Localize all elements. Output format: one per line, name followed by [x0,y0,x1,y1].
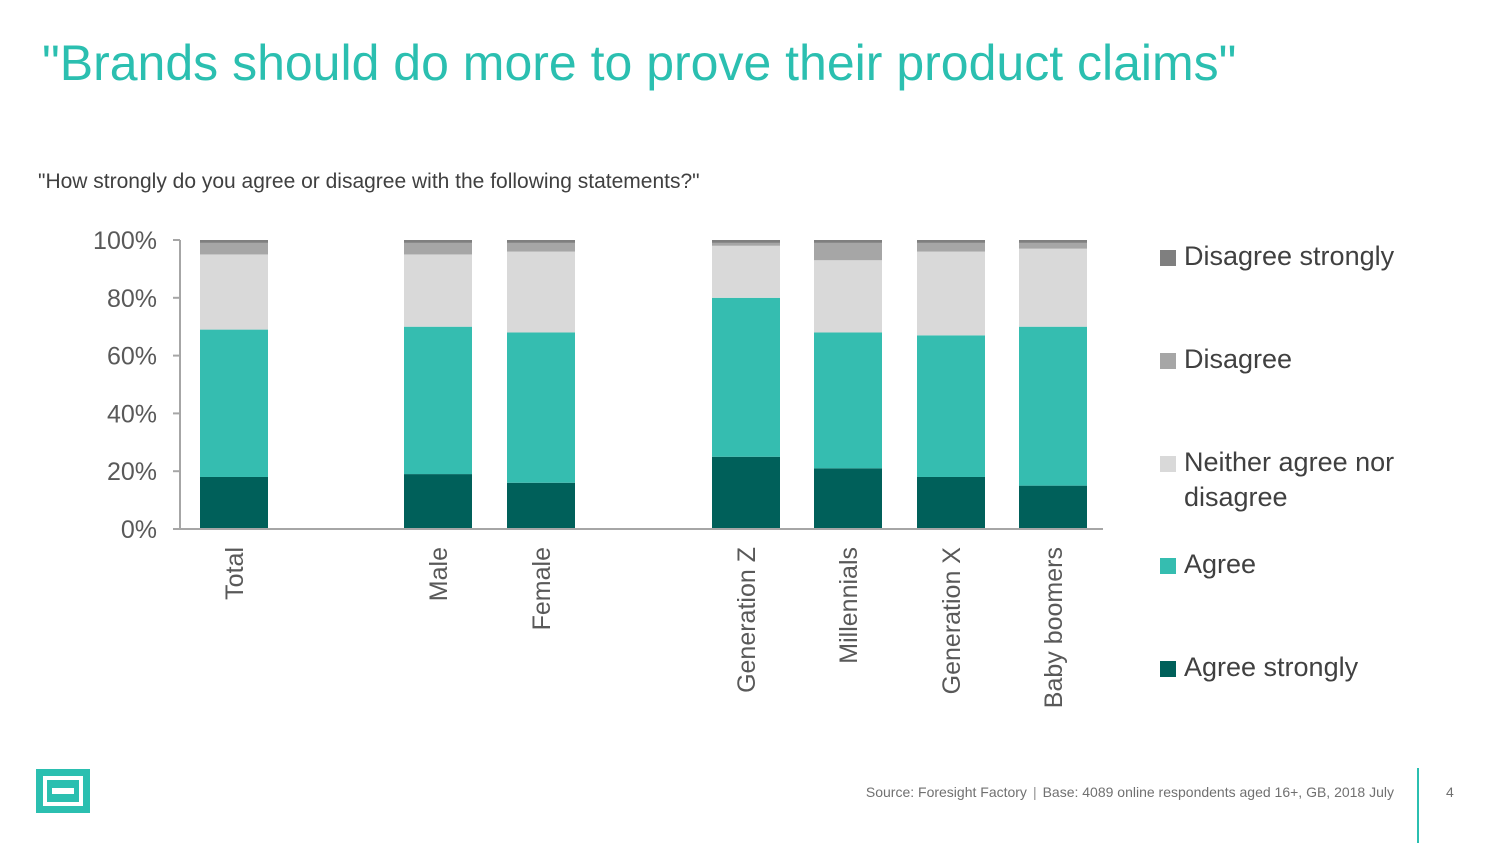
bar-segment [814,242,882,261]
bar-segment [200,254,268,330]
legend-swatch [1160,661,1176,677]
y-tick-label: 60% [107,343,157,371]
legend-swatch [1160,456,1176,472]
x-category-label: Generation X [938,547,966,695]
legend-swatch [1160,353,1176,369]
footer-source: Source: Foresight Factory [865,784,1027,800]
bar-segment [917,240,985,243]
legend-swatch [1160,558,1176,574]
x-category-label: Baby boomers [1040,547,1068,708]
bar-segment [404,326,472,475]
legend-swatch [1160,250,1176,266]
legend-label: Agree [1184,549,1257,579]
footer-base: Base: 4089 online respondents aged 16+, … [1042,784,1394,800]
slide-subtitle: "How strongly do you agree or disagree w… [38,170,700,193]
bar-segment [200,242,268,255]
bar-segment [917,242,985,252]
bar-segment [712,242,780,246]
y-tick-label: 20% [107,458,157,486]
x-category-label: Male [425,547,453,601]
bar-segment [404,254,472,327]
bar-segment [712,240,780,243]
x-category-label: Generation Z [733,547,761,693]
bar-segment [814,260,882,333]
y-tick-label: 40% [107,400,157,428]
y-tick-label: 0% [121,516,157,544]
bar-segment [404,240,472,243]
slide-title: "Brands should do more to prove their pr… [42,35,1237,91]
legend-label: Neither agree nor disagree [1184,447,1395,512]
x-category-label: Total [221,547,249,600]
bar-segment [507,242,575,252]
footer-source-note: Source: Foresight Factory | Base: 4089 onl… [866,784,1394,800]
bar-segment [404,474,472,529]
bar-segment [814,332,882,469]
footer-separator: | [1032,784,1037,800]
y-tick-label: 80% [107,285,157,313]
x-category-label: Female [528,547,556,630]
bar-segment [1019,240,1087,243]
legend-label: Disagree strongly [1184,241,1395,271]
bar-segment [814,240,882,243]
bar-segment [507,240,575,243]
bar-segment [712,297,780,457]
legend-label: Disagree [1184,344,1293,374]
bar-segment [917,335,985,477]
bar-segment [507,251,575,333]
bar-segment [712,456,780,529]
bar-segment [507,332,575,483]
bar-segment [917,251,985,336]
footer-divider [1417,768,1419,843]
bar-segment [200,329,268,477]
legend-label: Agree strongly [1184,652,1359,682]
page-number: 4 [1446,784,1454,800]
company-logo-icon [36,769,90,813]
y-tick-label: 100% [93,227,157,255]
bar-segment [917,476,985,529]
bar-segment [814,468,882,529]
bar-segment [1019,242,1087,249]
bar-segment [200,476,268,529]
bar-segment [712,245,780,298]
bar-segment [507,482,575,529]
bar-segment [1019,248,1087,327]
x-category-label: Millennials [835,547,863,664]
bar-segment [1019,326,1087,486]
bar-segment [404,242,472,255]
bar-segment [1019,485,1087,529]
bar-segment [200,240,268,243]
